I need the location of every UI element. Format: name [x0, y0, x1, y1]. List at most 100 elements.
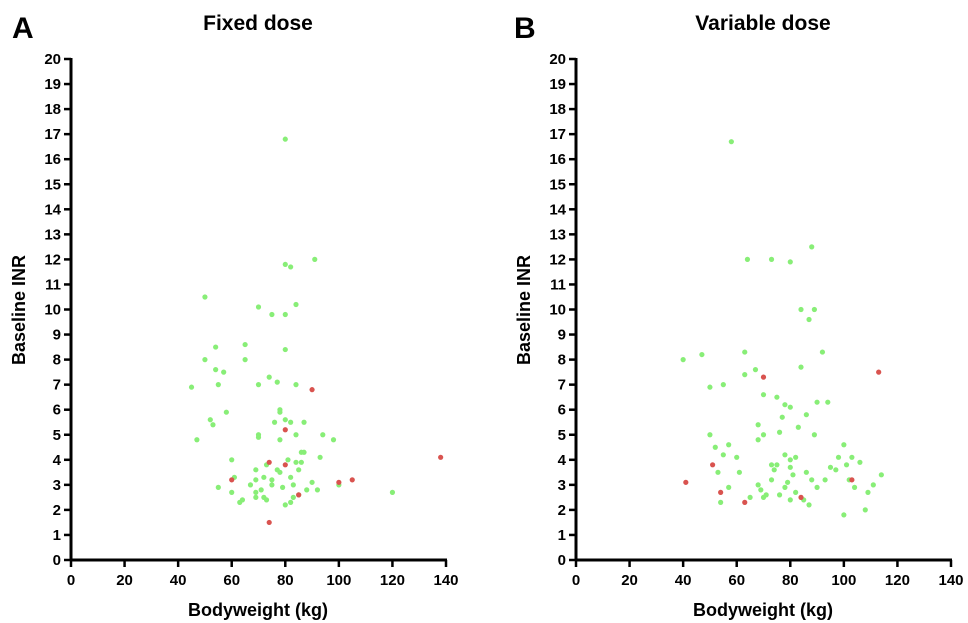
y-tick-label: 3	[558, 477, 566, 494]
data-point-green	[293, 459, 299, 465]
x-tick-label: 100	[326, 572, 351, 589]
x-tick-label: 60	[728, 572, 745, 589]
data-point-green	[862, 507, 868, 513]
data-point-green	[878, 472, 884, 478]
data-point-green	[266, 374, 272, 380]
data-point-green	[215, 382, 221, 388]
data-point-green	[229, 489, 235, 495]
x-tick-label: 100	[831, 572, 856, 589]
data-point-green	[301, 419, 307, 425]
data-point-green	[312, 256, 318, 262]
data-point-green	[269, 477, 275, 483]
y-tick-label: 12	[549, 251, 566, 268]
data-points-a	[188, 136, 444, 526]
data-point-green	[747, 494, 753, 500]
data-point-green	[728, 139, 734, 145]
data-point-green	[261, 474, 267, 480]
data-point-green	[841, 442, 847, 448]
data-point-green	[787, 457, 793, 463]
data-point-green	[277, 469, 283, 475]
y-tick-label: 5	[53, 427, 61, 444]
data-point-green	[763, 492, 769, 498]
panel-label-a: A	[12, 12, 34, 45]
data-point-green	[841, 512, 847, 518]
data-point-green	[811, 432, 817, 438]
data-point-green	[787, 464, 793, 470]
data-point-green	[255, 434, 262, 440]
data-point-green	[755, 482, 761, 488]
x-tick-label: 80	[277, 572, 294, 589]
data-point-green	[787, 497, 793, 503]
data-point-green	[806, 316, 812, 323]
data-point-green	[194, 437, 200, 443]
data-point-green	[776, 429, 783, 435]
y-tick-label: 0	[558, 552, 566, 569]
chart-title-b: Variable dose	[695, 12, 830, 35]
data-point-green	[389, 489, 396, 495]
data-point-green	[760, 432, 767, 438]
y-tick-label: 16	[549, 151, 566, 168]
x-tick-label: 140	[938, 572, 963, 589]
data-point-green	[718, 499, 724, 505]
y-tick-label: 6	[53, 402, 61, 419]
y-tick-label: 11	[550, 276, 566, 293]
y-tick-label: 18	[44, 101, 61, 118]
data-point-green	[707, 432, 713, 438]
data-point-green	[744, 256, 751, 262]
data-point-green	[280, 484, 286, 490]
data-point-red	[760, 374, 767, 380]
x-tick-label: 0	[572, 572, 580, 589]
data-point-green	[288, 499, 294, 505]
y-tick-label: 14	[44, 201, 61, 218]
y-tick-label: 16	[44, 151, 61, 168]
data-point-green	[293, 382, 299, 388]
data-point-green	[776, 492, 783, 498]
y-tick-label: 15	[549, 176, 566, 193]
data-point-green	[774, 394, 780, 400]
data-point-green	[253, 489, 259, 495]
data-point-green	[760, 392, 767, 398]
data-points-b	[680, 139, 884, 518]
data-point-green	[707, 384, 713, 390]
data-point-green	[814, 484, 820, 490]
data-point-green	[255, 382, 262, 388]
data-point-green	[282, 417, 288, 423]
y-tick-label: 5	[558, 427, 566, 444]
data-point-green	[734, 454, 740, 460]
y-tick-label: 6	[558, 402, 566, 419]
y-tick-label: 15	[44, 176, 61, 193]
data-point-green	[768, 256, 775, 262]
data-point-green	[290, 482, 296, 488]
data-point-green	[277, 407, 283, 413]
y-tick-label: 1	[53, 527, 61, 544]
data-point-green	[282, 136, 288, 142]
data-point-green	[242, 341, 248, 348]
data-point-green	[298, 459, 304, 465]
y-tick-label: 8	[558, 352, 566, 369]
y-tick-label: 13	[44, 226, 61, 243]
data-point-green	[210, 422, 216, 428]
data-point-green	[843, 462, 850, 468]
y-tick-label: 17	[44, 126, 61, 143]
data-point-green	[304, 487, 310, 493]
data-point-red	[683, 479, 689, 485]
data-point-green	[301, 449, 307, 455]
x-tick-label: 120	[380, 572, 405, 589]
data-point-green	[213, 344, 219, 350]
data-point-green	[699, 351, 705, 358]
data-point-green	[229, 457, 235, 463]
data-point-green	[223, 409, 229, 415]
data-point-green	[787, 404, 793, 410]
data-point-green	[742, 372, 748, 378]
y-tick-label: 18	[549, 101, 566, 118]
data-point-green	[833, 467, 839, 473]
data-point-green	[253, 477, 259, 483]
data-point-green	[726, 484, 732, 490]
data-point-green	[202, 357, 208, 363]
x-tick-label: 20	[621, 572, 638, 589]
data-point-red	[296, 492, 302, 498]
data-point-green	[742, 349, 748, 355]
x-axis-label-b: Bodyweight (kg)	[693, 600, 833, 620]
data-point-green	[288, 474, 294, 480]
